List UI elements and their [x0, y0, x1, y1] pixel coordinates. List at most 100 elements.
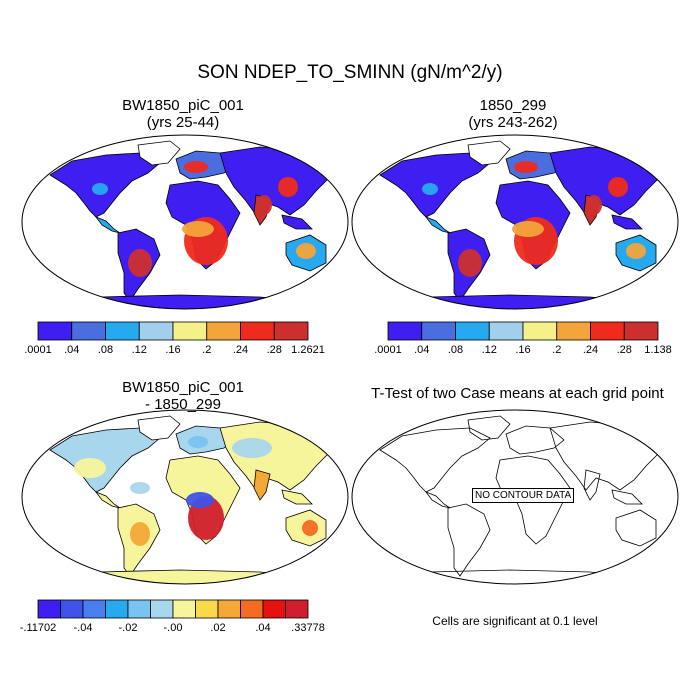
panel-2-title-line2: (yrs 243-262) — [468, 114, 558, 131]
colorbar-swatch — [71, 321, 106, 341]
colorbar-label: .12 — [132, 344, 147, 356]
continent-camerica — [424, 491, 451, 509]
colorbar-label: -.02 — [119, 622, 138, 634]
colorbar-label: -.00 — [164, 622, 183, 634]
value-region — [188, 436, 208, 448]
continent-europe — [505, 425, 565, 455]
value-region — [92, 183, 108, 195]
colorbar-swatch — [455, 321, 490, 341]
colorbar-swatch — [37, 321, 73, 341]
continent-camerica — [94, 216, 121, 234]
continent-asia — [549, 146, 669, 216]
colorbar-swatch — [262, 599, 286, 619]
colorbar-label: .04 — [414, 344, 429, 356]
value-region — [422, 183, 438, 195]
value-region — [232, 438, 272, 458]
continent-seasia — [281, 214, 313, 230]
colorbar-swatch — [138, 321, 174, 341]
value-region — [296, 243, 316, 259]
panel-1-title-line1: BW1850_piC_001 — [122, 97, 244, 114]
continent-greenland — [467, 140, 511, 166]
panel-4-title: T-Test of two Case means at each grid po… — [345, 385, 690, 402]
colorbar-label: .28 — [617, 344, 632, 356]
panel-1-colorbar: .0001 .04 .08 .12 .16 .2 .24 .28 1.2621 — [24, 321, 325, 356]
map-border — [21, 409, 349, 585]
colorbar-label: .16 — [165, 344, 180, 356]
colorbar-swatch — [387, 321, 423, 341]
value-region — [130, 522, 150, 546]
no-contour-data-label: NO CONTOUR DATA — [472, 488, 575, 503]
main-title: SON NDEP_TO_SMINN (gN/m^2/y) — [197, 62, 503, 83]
value-region — [186, 492, 214, 508]
colorbar-swatch — [195, 599, 219, 619]
continent-india — [583, 469, 601, 501]
colorbar-swatch — [150, 599, 174, 619]
value-region — [512, 221, 544, 237]
continent-seasia — [611, 489, 643, 505]
value-region — [130, 482, 150, 494]
continent-india — [253, 469, 271, 501]
panel-2-title: 1850_299 (yrs 243-262) — [348, 97, 678, 131]
colorbar-swatch — [522, 321, 558, 341]
colorbar-swatch — [217, 599, 241, 619]
continent-samerica — [447, 503, 491, 577]
colorbar-swatch — [421, 321, 456, 341]
colorbar-swatch — [60, 599, 84, 619]
map-border — [351, 409, 679, 585]
panel-1-map — [21, 134, 349, 310]
continent-namerica — [379, 427, 491, 493]
colorbar-label: .24 — [233, 344, 248, 356]
panel-2-map — [351, 134, 679, 310]
colorbar-label: .0001 — [374, 344, 402, 356]
colorbar-label: .28 — [267, 344, 282, 356]
continent-antarctica — [48, 569, 322, 584]
colorbar-swatch — [556, 321, 591, 341]
colorbar-swatch — [172, 599, 196, 619]
continent-camerica — [424, 216, 451, 234]
value-region — [586, 195, 602, 215]
value-region — [256, 195, 272, 215]
panel-3-title: BW1850_piC_001 - 1850_299 — [18, 379, 348, 413]
continent-asia — [549, 421, 669, 491]
colorbar-label: .02 — [210, 622, 225, 634]
map-border — [351, 134, 679, 310]
value-region — [458, 249, 482, 277]
colorbar-swatch — [105, 599, 129, 619]
value-region — [184, 161, 208, 173]
significance-footnote: Cells are significant at 0.1 level — [432, 614, 598, 628]
panel-3-title-line1: BW1850_piC_001 — [122, 379, 244, 396]
colorbar-label: .12 — [482, 344, 497, 356]
colorbar-label: .33778 — [291, 622, 325, 634]
value-region — [514, 161, 538, 173]
colorbar-label: -.11702 — [20, 622, 57, 634]
colorbar-swatch — [105, 321, 140, 341]
continent-asia — [219, 146, 339, 216]
colorbar-label: .2 — [202, 344, 211, 356]
panel-4-map — [351, 409, 679, 585]
colorbar-swatch — [82, 599, 106, 619]
continent-greenland — [137, 415, 181, 441]
colorbar-swatch — [172, 321, 208, 341]
colorbar-swatch — [590, 321, 625, 341]
panel-3-map — [21, 409, 349, 585]
value-region — [278, 177, 298, 197]
colorbar-swatch — [127, 599, 151, 619]
value-region — [182, 221, 214, 237]
colorbar-swatch — [37, 599, 61, 619]
continent-camerica — [94, 491, 121, 509]
panel-2-colorbar: .0001 .04 .08 .12 .16 .2 .24 .28 1.138 — [374, 321, 672, 356]
colorbar-swatch — [488, 321, 524, 341]
continent-greenland — [137, 140, 181, 166]
colorbar-swatch — [206, 321, 241, 341]
continent-asia — [219, 421, 339, 491]
colorbar-label: .04 — [255, 622, 270, 634]
continent-seasia — [611, 214, 643, 230]
continent-greenland — [467, 415, 511, 441]
colorbar-label: 1.2621 — [291, 344, 325, 356]
continent-australia — [615, 509, 657, 547]
colorbar-label: -.04 — [74, 622, 93, 634]
panel-3-title-line2: - 1850_299 — [145, 396, 221, 413]
continent-seasia — [281, 489, 313, 505]
panel-1-title-line2: (yrs 25-44) — [146, 114, 220, 131]
colorbar-label: .16 — [515, 344, 530, 356]
